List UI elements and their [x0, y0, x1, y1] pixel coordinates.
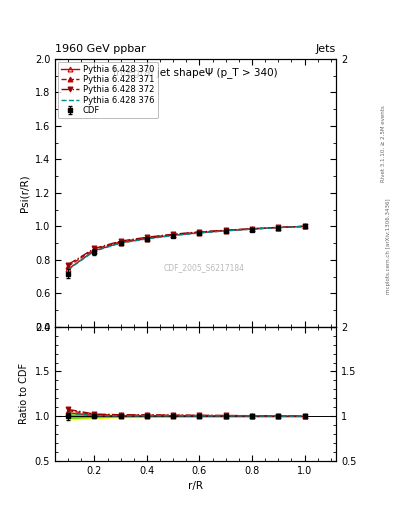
- Pythia 6.428 372: [92, 245, 97, 251]
- Text: Rivet 3.1.10, ≥ 2.5M events: Rivet 3.1.10, ≥ 2.5M events: [381, 105, 386, 182]
- Pythia 6.428 371: [66, 263, 70, 269]
- Pythia 6.428 371: [302, 223, 307, 229]
- Pythia 6.428 370: [302, 223, 307, 229]
- Pythia 6.428 372: [250, 226, 254, 232]
- Pythia 6.428 376: [171, 232, 176, 239]
- Pythia 6.428 372: [145, 234, 149, 240]
- Y-axis label: Ratio to CDF: Ratio to CDF: [19, 363, 29, 424]
- Y-axis label: Psi(r/R): Psi(r/R): [19, 174, 29, 211]
- Pythia 6.428 370: [118, 240, 123, 246]
- Line: Pythia 6.428 370: Pythia 6.428 370: [66, 224, 307, 271]
- Text: CDF_2005_S6217184: CDF_2005_S6217184: [163, 263, 244, 272]
- Pythia 6.428 371: [171, 231, 176, 238]
- Legend: Pythia 6.428 370, Pythia 6.428 371, Pythia 6.428 372, Pythia 6.428 376, CDF: Pythia 6.428 370, Pythia 6.428 371, Pyth…: [58, 61, 158, 118]
- X-axis label: r/R: r/R: [188, 481, 203, 491]
- Pythia 6.428 372: [118, 238, 123, 244]
- Pythia 6.428 370: [92, 248, 97, 254]
- Pythia 6.428 376: [197, 230, 202, 236]
- Text: Integral jet shapeΨ (p_T > 340): Integral jet shapeΨ (p_T > 340): [113, 67, 278, 78]
- Pythia 6.428 370: [197, 230, 202, 236]
- Pythia 6.428 371: [276, 224, 281, 230]
- Pythia 6.428 371: [145, 234, 149, 241]
- Line: Pythia 6.428 371: Pythia 6.428 371: [66, 224, 307, 269]
- Pythia 6.428 376: [145, 236, 149, 242]
- Text: 1960 GeV ppbar: 1960 GeV ppbar: [55, 44, 146, 54]
- Pythia 6.428 370: [145, 236, 149, 242]
- Pythia 6.428 376: [118, 240, 123, 246]
- Line: Pythia 6.428 376: Pythia 6.428 376: [68, 226, 305, 269]
- Pythia 6.428 376: [302, 223, 307, 229]
- Pythia 6.428 372: [223, 227, 228, 233]
- Pythia 6.428 370: [171, 232, 176, 238]
- Text: mcplots.cern.ch [arXiv:1306.3436]: mcplots.cern.ch [arXiv:1306.3436]: [386, 198, 391, 293]
- Pythia 6.428 370: [276, 224, 281, 230]
- Pythia 6.428 372: [171, 231, 176, 237]
- Pythia 6.428 371: [250, 226, 254, 232]
- Pythia 6.428 376: [223, 228, 228, 234]
- Pythia 6.428 370: [223, 228, 228, 234]
- Pythia 6.428 370: [250, 226, 254, 232]
- Pythia 6.428 376: [276, 225, 281, 231]
- Pythia 6.428 376: [250, 226, 254, 232]
- Pythia 6.428 376: [66, 266, 70, 272]
- Text: Jets: Jets: [316, 44, 336, 54]
- Pythia 6.428 371: [223, 227, 228, 233]
- Pythia 6.428 370: [66, 266, 70, 272]
- Pythia 6.428 372: [66, 262, 70, 268]
- Pythia 6.428 376: [92, 248, 97, 254]
- Line: Pythia 6.428 372: Pythia 6.428 372: [66, 224, 307, 267]
- Pythia 6.428 371: [197, 229, 202, 236]
- Pythia 6.428 372: [197, 229, 202, 235]
- Pythia 6.428 371: [118, 239, 123, 245]
- Pythia 6.428 371: [92, 246, 97, 252]
- Pythia 6.428 372: [302, 223, 307, 229]
- Pythia 6.428 372: [276, 224, 281, 230]
